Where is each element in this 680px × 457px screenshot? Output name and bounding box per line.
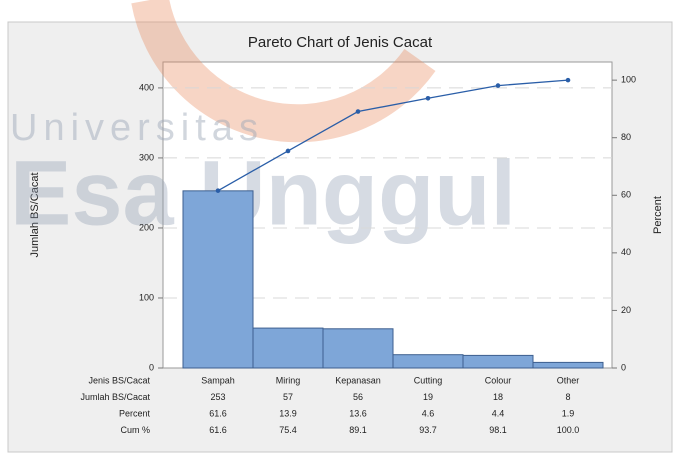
table-row-label: Jumlah BS/Cacat	[80, 392, 150, 402]
table-cell: 100.0	[557, 425, 580, 435]
y-tick-label: 100	[139, 292, 154, 302]
cumulative-line	[217, 79, 569, 192]
table-cell: 4.4	[492, 408, 505, 418]
y-tick-label: 200	[139, 222, 154, 232]
y-tick-label: 300	[139, 152, 154, 162]
bar	[462, 354, 534, 369]
y2-tick-label: 40	[621, 247, 631, 257]
bar	[392, 354, 464, 369]
watermark-text: Universitas	[10, 107, 264, 149]
watermark-logo	[131, 0, 436, 143]
table-cell: 1.9	[562, 408, 575, 418]
y2-tick-label: 60	[621, 190, 631, 200]
table-cell: Other	[557, 375, 580, 385]
table-cell: 8	[565, 392, 570, 402]
bar	[322, 328, 394, 369]
y2-axis-label: Percent	[652, 196, 664, 234]
y2-tick-label: 0	[621, 362, 626, 372]
y2-tick-label: 80	[621, 132, 631, 142]
cumulative-point	[495, 83, 501, 88]
y2-tick-label: 100	[621, 75, 636, 85]
cumulative-point	[355, 109, 361, 114]
cumulative-point	[425, 95, 431, 101]
table-cell: 253	[210, 392, 225, 402]
y-tick-label: 400	[139, 82, 154, 92]
y2-tick-label: 20	[621, 305, 631, 315]
y-tick-label: 0	[149, 362, 154, 372]
table-cell: 13.9	[279, 408, 297, 418]
table-cell: 93.7	[419, 425, 437, 435]
table-cell: 18	[493, 392, 503, 402]
table-cell: 4.6	[422, 408, 435, 418]
bar	[182, 190, 254, 369]
table-cell: 89.1	[349, 425, 367, 435]
watermark-text: Esa Unggul	[10, 142, 516, 244]
cumulative-point	[565, 77, 571, 83]
table-cell: Miring	[276, 375, 301, 385]
chart-title: Pareto Chart of Jenis Cacat	[248, 34, 433, 51]
cumulative-point	[215, 188, 221, 193]
bar	[532, 361, 604, 369]
table-row-label: Percent	[119, 408, 151, 418]
table-row-label: Jenis BS/Cacat	[88, 375, 150, 385]
table-cell: 13.6	[349, 408, 367, 418]
table-cell: Cutting	[414, 375, 443, 385]
table-cell: 75.4	[279, 425, 297, 435]
table-cell: Colour	[485, 375, 512, 385]
table-cell: 61.6	[209, 408, 227, 418]
table-cell: 56	[353, 392, 363, 402]
table-cell: 19	[423, 392, 433, 402]
y-axis-label: Jumlah BS/Cacat	[29, 173, 41, 258]
table-cell: 57	[283, 392, 293, 402]
table-cell: 61.6	[209, 425, 227, 435]
cumulative-point	[285, 148, 291, 154]
bar	[252, 327, 324, 369]
table-cell: Kepanasan	[335, 375, 381, 385]
table-row-label: Cum %	[120, 425, 150, 435]
table-cell: Sampah	[201, 375, 235, 385]
table-cell: 98.1	[489, 425, 507, 435]
